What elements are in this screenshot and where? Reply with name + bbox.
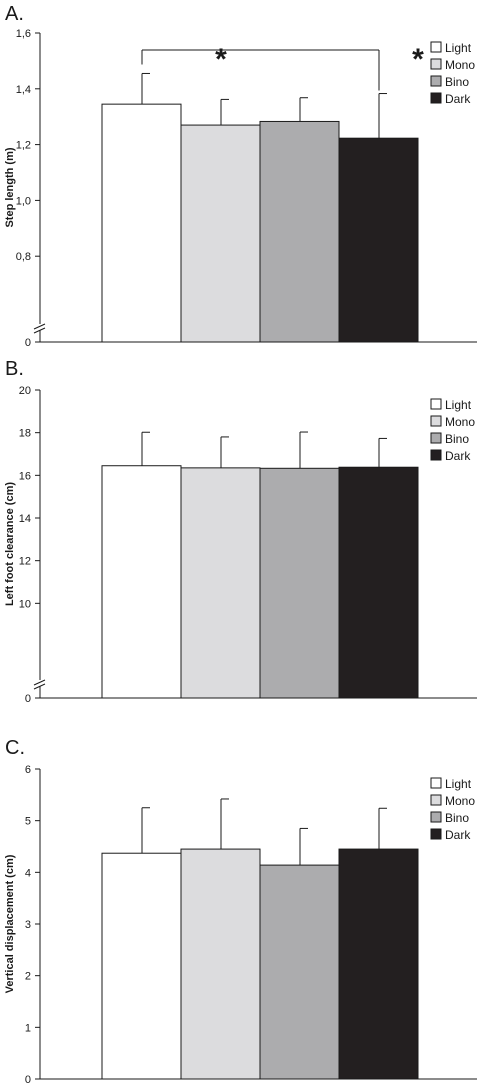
bar-bino bbox=[259, 467, 340, 699]
y-axis-label: Vertical displacement (cm) bbox=[4, 854, 16, 993]
panel-label: B. bbox=[5, 358, 24, 380]
bar-light bbox=[101, 465, 182, 699]
axis-break-gap bbox=[34, 680, 46, 686]
y-tick-label: 0 bbox=[25, 693, 31, 705]
legend-label: Dark bbox=[445, 449, 471, 463]
axis-break-mark bbox=[33, 683, 46, 690]
y-tick-label: 3 bbox=[25, 919, 31, 931]
bar-dark bbox=[338, 137, 419, 343]
legend-swatch-light bbox=[430, 41, 442, 53]
y-tick-label: 1,6 bbox=[16, 28, 31, 40]
bar-light bbox=[101, 852, 182, 1080]
legend-label: Dark bbox=[445, 828, 471, 842]
y-tick-label: 0 bbox=[25, 337, 31, 349]
y-tick-label: 18 bbox=[19, 428, 31, 440]
bar-mono bbox=[180, 848, 261, 1080]
y-tick-label: 1,4 bbox=[16, 84, 31, 96]
y-tick-label: 1,0 bbox=[16, 195, 31, 207]
y-tick-label: 1 bbox=[25, 1022, 31, 1034]
y-tick-label: 10 bbox=[19, 598, 31, 610]
panel-label: A. bbox=[5, 3, 24, 25]
bar-dark bbox=[338, 466, 419, 699]
legend-label: Bino bbox=[445, 75, 469, 89]
bar-bino bbox=[259, 120, 340, 343]
y-axis-label: Step length (m) bbox=[4, 147, 16, 227]
legend-label: Mono bbox=[445, 794, 475, 808]
legend-label: Dark bbox=[445, 92, 471, 106]
axis-break-gap bbox=[34, 324, 46, 330]
legend-swatch-bino bbox=[430, 811, 442, 823]
legend-swatch-bino bbox=[430, 432, 442, 444]
y-tick-label: 4 bbox=[25, 867, 31, 879]
axis-break-mark bbox=[33, 679, 46, 686]
bar-mono bbox=[180, 467, 261, 699]
legend-swatch-bino bbox=[430, 75, 442, 87]
y-tick-label: 2 bbox=[25, 971, 31, 983]
y-tick-label: 1,2 bbox=[16, 140, 31, 152]
bar-light bbox=[101, 103, 182, 343]
legend-swatch-light bbox=[430, 398, 442, 410]
legend-label: Light bbox=[445, 777, 472, 791]
y-tick-label: 14 bbox=[19, 513, 31, 525]
legend-swatch-dark bbox=[430, 449, 442, 461]
legend-swatch-mono bbox=[430, 794, 442, 806]
legend-label: Bino bbox=[445, 432, 469, 446]
legend-label: Light bbox=[445, 398, 472, 412]
chart-panel: B. Left foot clearance (cm) 0 10 12 14 16 18 20 L… bbox=[4, 358, 477, 705]
legend-label: Light bbox=[445, 41, 472, 55]
y-tick-label: 20 bbox=[19, 385, 31, 397]
legend-label: Bino bbox=[445, 811, 469, 825]
y-tick-label: 0,8 bbox=[16, 251, 31, 263]
legend-swatch-dark bbox=[430, 92, 442, 104]
y-tick-label: 5 bbox=[25, 816, 31, 828]
legend-swatch-mono bbox=[430, 58, 442, 70]
y-tick-label: 6 bbox=[25, 764, 31, 776]
y-tick-label: 12 bbox=[19, 556, 31, 568]
y-axis-label: Left foot clearance (cm) bbox=[4, 482, 16, 606]
legend-swatch-dark bbox=[430, 828, 442, 840]
legend-swatch-light bbox=[430, 777, 442, 789]
bar-dark bbox=[338, 848, 419, 1080]
panel-label: C. bbox=[5, 737, 25, 759]
chart-panel: C. Vertical displacement (cm) 0 1 2 3 4 5 6 Light… bbox=[4, 737, 477, 1084]
legend-label: Mono bbox=[445, 415, 475, 429]
significance-star: * bbox=[412, 43, 424, 76]
legend-label: Mono bbox=[445, 58, 475, 72]
legend-swatch-mono bbox=[430, 415, 442, 427]
bar-bino bbox=[259, 864, 340, 1080]
axis-break-mark bbox=[33, 323, 46, 330]
bar-mono bbox=[180, 124, 261, 343]
y-tick-label: 16 bbox=[19, 470, 31, 482]
chart-panel: A. Step length (m) 0 0,8 1,0 1,2 1,4 1,6 Light Mo… bbox=[4, 3, 477, 349]
significance-star: * bbox=[215, 43, 227, 76]
y-tick-label: 0 bbox=[25, 1074, 31, 1084]
axis-break-mark bbox=[33, 327, 46, 334]
